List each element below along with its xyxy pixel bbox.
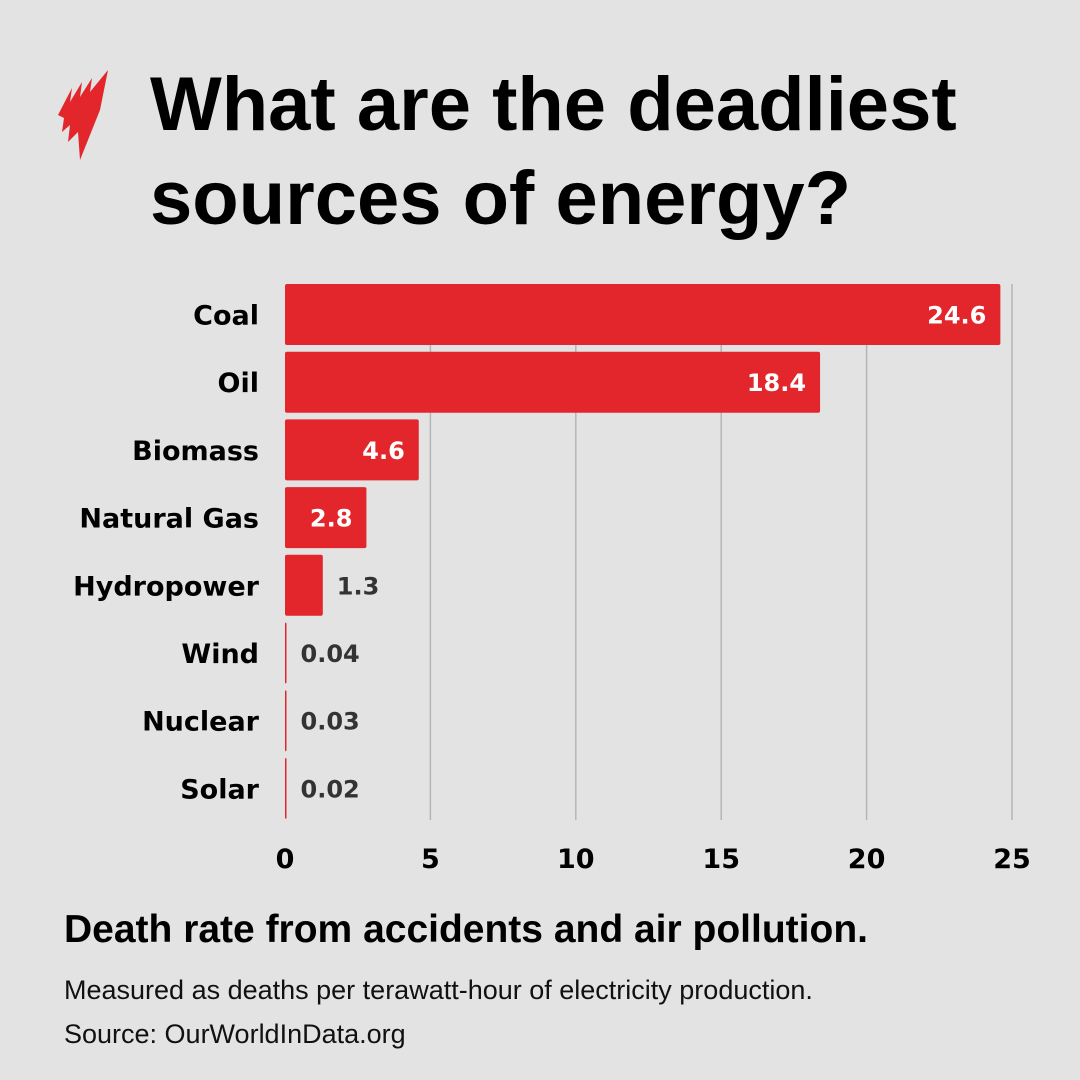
title-line-2: sources of energy? <box>150 156 852 241</box>
x-tick-label: 10 <box>557 844 595 875</box>
category-label: Solar <box>180 774 259 805</box>
category-label: Coal <box>193 301 259 332</box>
bar-wind <box>285 622 287 684</box>
category-label: Wind <box>181 639 259 670</box>
x-tick-label: 20 <box>848 844 886 875</box>
data-label: 4.6 <box>362 437 405 465</box>
chart-note: Measured as deaths per terawatt-hour of … <box>64 975 813 1005</box>
category-label: Nuclear <box>142 707 260 738</box>
sbs-logo <box>58 70 108 160</box>
bar-hydropower <box>285 554 323 616</box>
x-tick-label: 5 <box>421 844 440 875</box>
category-label: Hydropower <box>73 571 260 602</box>
bar-natural-gas <box>285 487 367 549</box>
category-label: Oil <box>218 368 259 399</box>
data-label: 2.8 <box>310 505 353 533</box>
bar-biomass <box>285 419 419 481</box>
category-label: Natural Gas <box>79 504 259 535</box>
x-tick-label: 15 <box>702 844 740 875</box>
x-tick-label: 25 <box>993 844 1031 875</box>
bar-oil <box>285 351 821 413</box>
data-label: 0.03 <box>301 708 360 736</box>
title-line-1: What are the deadliest <box>150 62 957 147</box>
chart-subtitle: Death rate from accidents and air pollut… <box>64 908 868 951</box>
data-label: 0.02 <box>301 775 360 803</box>
bar-coal <box>285 284 1001 345</box>
data-label: 0.04 <box>301 640 360 668</box>
category-label: Biomass <box>132 436 259 467</box>
page-title: What are the deadliest sources of energy? <box>150 58 1070 246</box>
chart-source: Source: OurWorldInData.org <box>64 1019 406 1049</box>
bar-nuclear <box>285 690 287 752</box>
x-tick-label: 0 <box>276 844 295 875</box>
bar-solar <box>285 757 287 819</box>
data-label: 1.3 <box>337 572 380 600</box>
data-label: 24.6 <box>927 302 986 330</box>
bar-chart: 0 5 10 15 20 25 Coal 24.6 Oil 18.4 Biomass 4.6 Natur… <box>73 284 1031 875</box>
data-label: 18.4 <box>747 369 806 397</box>
